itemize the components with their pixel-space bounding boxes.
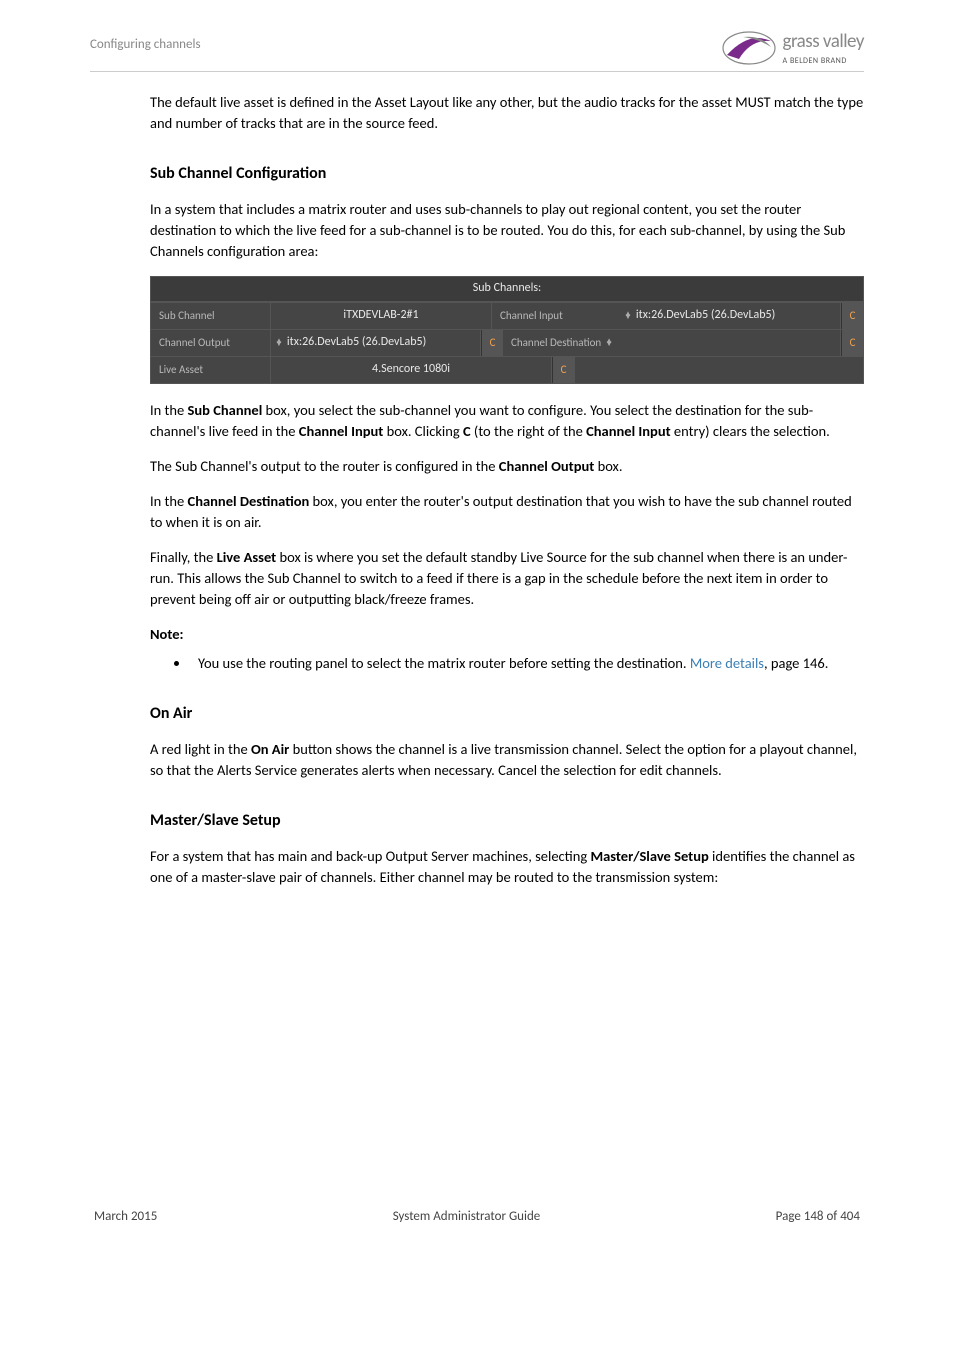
note-label: Note: <box>150 624 864 645</box>
row-live-asset: Live Asset 4.Sencore 1080i C <box>151 356 863 383</box>
spinner-icon[interactable]: ▲▼ <box>275 338 283 348</box>
page-header: Configuring channels grass valley A BELD… <box>90 28 864 72</box>
brand-logo: grass valley A BELDEN BRAND <box>721 28 865 67</box>
label-live-asset: Live Asset <box>151 357 271 383</box>
sub-channel-text: iTXDEVLAB-2#1 <box>343 307 418 324</box>
note-bullet: You use the routing panel to select the … <box>190 653 864 674</box>
brand-text: grass valley A BELDEN BRAND <box>783 28 865 67</box>
value-sub-channel[interactable]: iTXDEVLAB-2#1 <box>271 303 492 329</box>
para-live-asset: Finally, the Live Asset box is where you… <box>150 547 864 610</box>
on-air-heading: On Air <box>150 702 864 725</box>
page-footer: March 2015 System Administrator Guide Pa… <box>90 1208 864 1227</box>
label-sub-channel: Sub Channel <box>151 303 271 329</box>
sub-channel-config-intro: In a system that includes a matrix route… <box>150 199 864 262</box>
sub-channels-panel-title: Sub Channels: <box>151 277 863 301</box>
para-sub-channel-box: In the Sub Channel box, you select the s… <box>150 400 864 442</box>
label-channel-destination: Channel Destination ▲▼ <box>503 330 631 356</box>
footer-title: System Administrator Guide <box>393 1208 541 1227</box>
brand-subtitle: A BELDEN BRAND <box>783 56 865 68</box>
header-section-label: Configuring channels <box>90 28 201 55</box>
intro-paragraph: The default live asset is defined in the… <box>150 92 864 134</box>
clear-channel-output-button[interactable]: C <box>481 330 503 356</box>
row-channel-output: Channel Output ▲▼ itx:26.DevLab5 (26.Dev… <box>151 329 863 356</box>
para-channel-destination: In the Channel Destination box, you ente… <box>150 491 864 533</box>
value-live-asset[interactable]: 4.Sencore 1080i <box>271 357 552 383</box>
channel-input-text: itx:26.DevLab5 (26.DevLab5) <box>636 307 775 324</box>
label-channel-output: Channel Output <box>151 330 271 356</box>
value-channel-destination[interactable] <box>631 330 841 356</box>
clear-channel-input-button[interactable]: C <box>841 303 863 329</box>
live-asset-text: 4.Sencore 1080i <box>372 361 450 378</box>
note-list: You use the routing panel to select the … <box>190 653 864 674</box>
master-slave-heading: Master/Slave Setup <box>150 809 864 832</box>
brand-name: grass valley <box>783 28 865 56</box>
on-air-para: A red light in the On Air button shows t… <box>150 739 864 781</box>
channel-output-text: itx:26.DevLab5 (26.DevLab5) <box>287 334 426 351</box>
more-details-link[interactable]: More details <box>690 654 764 672</box>
spinner-icon[interactable]: ▲▼ <box>624 311 632 321</box>
para-channel-output: The Sub Channel's output to the router i… <box>150 456 864 477</box>
clear-channel-destination-button[interactable]: C <box>841 330 863 356</box>
grassvalley-logo-icon <box>721 29 777 67</box>
row-sub-channel: Sub Channel iTXDEVLAB-2#1 Channel Input … <box>151 302 863 329</box>
page-content: The default live asset is defined in the… <box>90 92 864 888</box>
sub-channels-panel: Sub Channels: Sub Channel iTXDEVLAB-2#1 … <box>150 276 864 383</box>
footer-page: Page 148 of 404 <box>776 1208 860 1227</box>
spinner-icon[interactable]: ▲▼ <box>605 338 613 348</box>
sub-channel-config-heading: Sub Channel Configuration <box>150 162 864 185</box>
empty-cell <box>574 357 863 383</box>
master-slave-para: For a system that has main and back-up O… <box>150 846 864 888</box>
value-channel-input[interactable]: ▲▼ itx:26.DevLab5 (26.DevLab5) <box>620 303 841 329</box>
label-channel-input: Channel Input <box>492 303 620 329</box>
value-channel-output[interactable]: ▲▼ itx:26.DevLab5 (26.DevLab5) <box>271 330 481 356</box>
clear-live-asset-button[interactable]: C <box>552 357 574 383</box>
footer-date: March 2015 <box>94 1208 157 1227</box>
